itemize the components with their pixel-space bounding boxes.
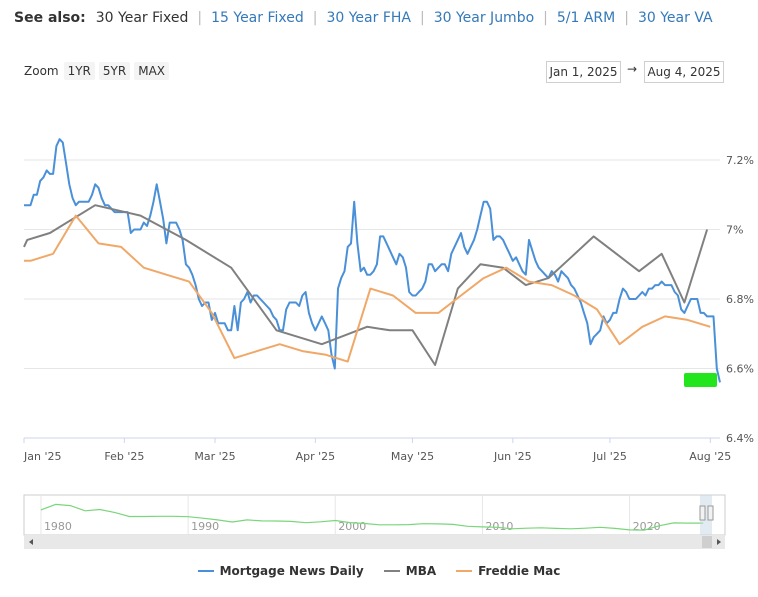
scroll-left-arrow-icon[interactable]	[29, 539, 33, 545]
link-30-year-va[interactable]: 30 Year VA	[637, 10, 713, 26]
legend-line-icon	[197, 570, 214, 572]
navigator-tick-label: 1980	[44, 520, 72, 533]
link-30-year-jumbo[interactable]: 30 Year Jumbo	[433, 10, 535, 26]
x-tick-label: Jun '25	[493, 450, 532, 463]
y-tick-label: 6.8%	[726, 293, 754, 306]
x-tick-label: Mar '25	[194, 450, 235, 463]
x-tick-label: May '25	[391, 450, 434, 463]
legend-item-mba[interactable]: MBA	[383, 564, 437, 578]
legend-line-icon	[456, 570, 473, 572]
zoom-controls: Zoom 1YR 5YR MAX	[24, 62, 173, 80]
link-5-1-arm[interactable]: 5/1 ARM	[556, 10, 616, 26]
zoom-5yr-button[interactable]: 5YR	[98, 62, 131, 80]
x-tick-label: Jul '25	[592, 450, 627, 463]
separator: |	[312, 10, 318, 26]
y-tick-label: 7%	[726, 224, 743, 237]
navigator[interactable]: 1980 1990 2000 2010 2020	[23, 494, 726, 549]
x-tick-label: Apr '25	[296, 450, 336, 463]
separator: |	[197, 10, 203, 26]
x-tick-label: Jan '25	[23, 450, 61, 463]
date-to-input[interactable]: Aug 4, 2025	[644, 61, 724, 83]
navigator-window[interactable]	[700, 495, 712, 535]
navigator-tick-label: 1990	[191, 520, 219, 533]
scrollbar-track[interactable]	[24, 535, 725, 549]
x-tick-label: Aug '25	[689, 450, 731, 463]
see-also-label: See also:	[14, 10, 86, 26]
y-tick-label: 7.2%	[726, 154, 754, 167]
zoom-1yr-button[interactable]: 1YR	[63, 62, 95, 80]
navigator-handle-left[interactable]	[699, 505, 706, 521]
see-also-bar: See also: 30 Year Fixed | 15 Year Fixed …	[14, 7, 713, 29]
series-line-mnd[interactable]	[24, 138, 721, 383]
y-tick-label: 6.4%	[726, 432, 754, 445]
link-30-year-fixed[interactable]: 30 Year Fixed	[95, 10, 189, 26]
legend-item-freddie[interactable]: Freddie Mac	[456, 564, 560, 578]
link-30-year-fha[interactable]: 30 Year FHA	[326, 10, 411, 26]
series-line-freddie[interactable]	[24, 214, 711, 363]
highlight-marker	[684, 373, 717, 387]
scrollbar-thumb[interactable]	[702, 536, 712, 548]
navigator-tick-label: 2010	[485, 520, 513, 533]
separator: |	[624, 10, 629, 26]
separator: |	[543, 10, 548, 26]
link-15-year-fixed[interactable]: 15 Year Fixed	[211, 10, 304, 26]
legend-label-mba: MBA	[405, 564, 437, 578]
y-tick-label: 6.6%	[726, 363, 754, 376]
legend-item-mnd[interactable]: Mortgage News Daily	[197, 564, 364, 578]
date-range-arrow: →	[627, 62, 638, 76]
legend-label-freddie: Freddie Mac	[478, 564, 561, 578]
series-line-mba[interactable]	[23, 204, 709, 366]
navigator-handle-right[interactable]	[707, 505, 714, 521]
zoom-max-button[interactable]: MAX	[134, 62, 170, 80]
date-from-input[interactable]: Jan 1, 2025	[546, 61, 621, 83]
scroll-right-arrow-icon[interactable]	[717, 539, 721, 545]
separator: |	[419, 10, 425, 26]
legend-line-icon	[383, 570, 400, 572]
x-tick-label: Feb '25	[104, 450, 144, 463]
zoom-label: Zoom	[24, 64, 59, 78]
navigator-line	[40, 503, 704, 531]
chart-legend: Mortgage News Daily MBA Freddie Mac	[0, 564, 758, 578]
legend-label-mnd: Mortgage News Daily	[219, 564, 364, 578]
